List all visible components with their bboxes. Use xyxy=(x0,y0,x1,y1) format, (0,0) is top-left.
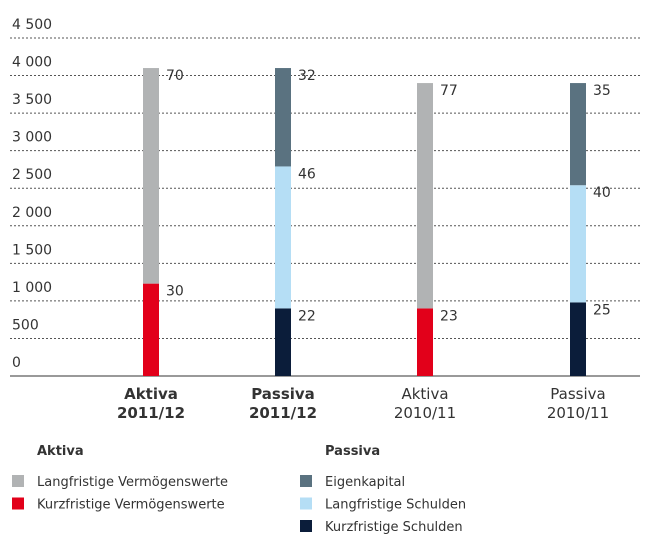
legend-label: Kurzfristige Vermögenswerte xyxy=(37,498,225,513)
bar-segment xyxy=(143,283,159,376)
legend-group-title: Passiva xyxy=(325,444,380,459)
legend-swatch xyxy=(12,497,24,510)
y-tick-label: 0 xyxy=(12,355,21,371)
bar-segment xyxy=(275,308,291,376)
legend-group-title: Aktiva xyxy=(37,444,84,459)
share-label: 46 xyxy=(298,166,316,182)
share-label: 22 xyxy=(298,308,316,324)
bar-segment xyxy=(275,68,291,167)
x-tick-label: 2010/11 xyxy=(394,404,456,422)
y-tick-label: 4 500 xyxy=(12,17,52,33)
bar-segment xyxy=(417,83,433,309)
y-tick-label: 1 500 xyxy=(12,242,52,258)
y-tick-label: 1 000 xyxy=(12,280,52,296)
bar-segment xyxy=(143,68,159,284)
x-tick-label: Passiva xyxy=(550,385,605,403)
bar-segment xyxy=(275,166,291,309)
share-label: 35 xyxy=(593,83,611,99)
x-tick-label: 2010/11 xyxy=(547,404,609,422)
share-label: 25 xyxy=(593,302,611,318)
legend-label: Langfristige Schulden xyxy=(325,498,466,513)
legend-swatch xyxy=(12,475,24,487)
x-tick-label: Aktiva xyxy=(401,385,448,403)
bar-segment xyxy=(417,308,433,376)
share-label: 70 xyxy=(166,68,184,84)
legend-label: Eigenkapital xyxy=(325,475,405,490)
share-label: 30 xyxy=(166,284,184,300)
legend-swatch xyxy=(300,497,312,510)
share-label: 40 xyxy=(593,185,611,201)
y-tick-label: 3 000 xyxy=(12,130,52,146)
x-tick-label: 2011/12 xyxy=(117,404,185,422)
y-tick-label: 3 500 xyxy=(12,92,52,108)
x-tick-label: Aktiva xyxy=(124,385,178,403)
y-tick-label: 4 000 xyxy=(12,55,52,71)
bar-segment xyxy=(570,185,586,303)
x-tick-label: Passiva xyxy=(251,385,315,403)
bar-segment xyxy=(570,302,586,376)
x-tick-label: 2011/12 xyxy=(249,404,317,422)
share-label: 23 xyxy=(440,308,458,324)
legend-label: Kurzfristige Schulden xyxy=(325,520,463,535)
share-label: 77 xyxy=(440,83,458,99)
y-tick-label: 2 500 xyxy=(12,167,52,183)
legend-swatch xyxy=(300,475,312,487)
y-tick-label: 500 xyxy=(12,317,39,333)
share-label: 32 xyxy=(298,68,316,84)
legend-label: Langfristige Vermögenswerte xyxy=(37,475,228,490)
y-tick-label: 2 000 xyxy=(12,205,52,221)
legend-swatch xyxy=(300,520,312,532)
bar-segment xyxy=(570,83,586,186)
